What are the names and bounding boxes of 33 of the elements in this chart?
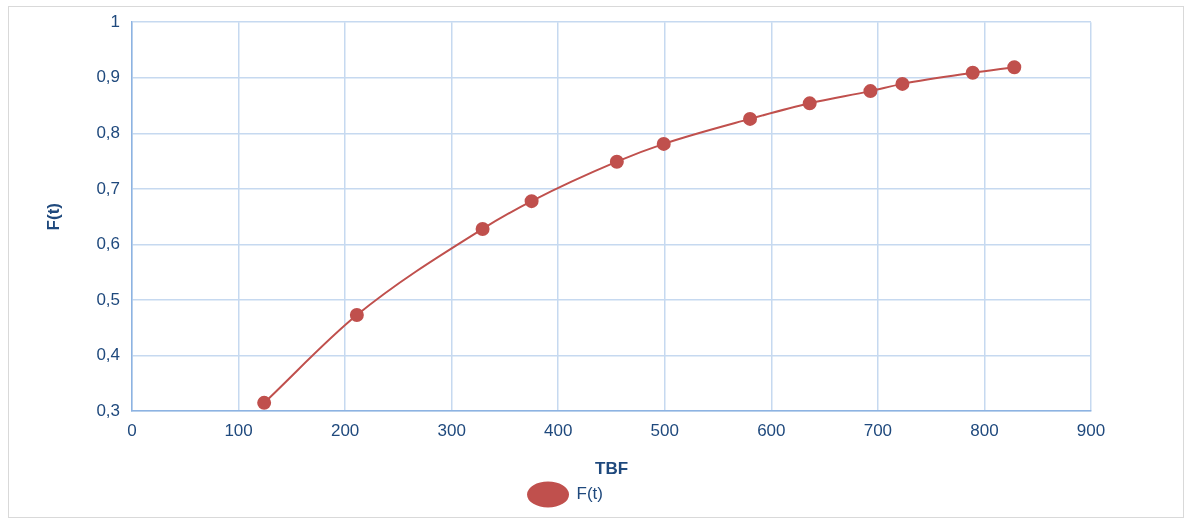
y-tick-label: 0,3	[96, 400, 121, 420]
x-tick-label: 900	[1076, 421, 1106, 441]
point	[257, 395, 272, 410]
x-tick-label: 200	[330, 421, 360, 441]
point	[965, 65, 980, 80]
point	[743, 111, 758, 126]
y-tick-label: 0,9	[96, 67, 121, 87]
x-tick-label: 100	[224, 421, 253, 441]
point	[349, 308, 364, 323]
point	[895, 76, 910, 91]
legend-label: F(t)	[576, 484, 603, 504]
x-tick-label: 500	[650, 421, 679, 441]
y-tick-label: 0,8	[96, 123, 121, 143]
y-tick-label: 0,6	[96, 234, 121, 254]
x-tick-label: 0	[127, 421, 137, 441]
x-tick-label: 800	[970, 421, 999, 441]
point	[1007, 60, 1022, 75]
point	[524, 194, 539, 209]
y-tick-label: 0,4	[96, 345, 121, 365]
y-tick-label: 0,5	[96, 289, 121, 309]
point	[475, 221, 490, 236]
point	[609, 154, 624, 169]
y-tick-label: 0,7	[96, 178, 121, 198]
x-axis-title: TBF	[594, 459, 629, 479]
point	[863, 84, 878, 99]
point	[656, 136, 671, 151]
x-tick-label: 400	[544, 421, 573, 441]
x-tick-label: 600	[757, 421, 786, 441]
y-axis-title: F(t)	[43, 203, 63, 231]
x-tick-label: 700	[863, 421, 893, 441]
y-tick-label: 1	[110, 11, 121, 31]
x-tick-label: 300	[437, 421, 466, 441]
point	[802, 96, 817, 111]
